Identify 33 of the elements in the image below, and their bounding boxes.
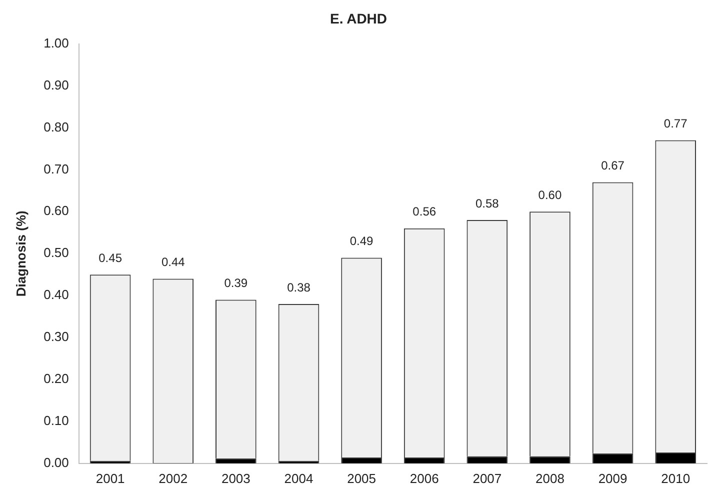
- total-label: 0.49: [350, 234, 374, 248]
- total-label: 0.60: [538, 188, 562, 202]
- y-axis-title: Diagnosis (%): [13, 210, 28, 297]
- total-label: 0.58: [475, 196, 500, 210]
- y-tick-label: 1.00: [44, 35, 69, 50]
- y-tick-label: 0.00: [44, 454, 69, 470]
- y-tick-label: 0.10: [44, 413, 69, 428]
- x-tick-label: 2008: [536, 470, 564, 486]
- x-tick-label: 2006: [410, 470, 439, 486]
- y-tick-label: 0.40: [44, 287, 69, 302]
- x-tick-label: 2009: [598, 470, 628, 486]
- x-tick-label: 2004: [284, 470, 314, 486]
- y-tick-label: 0.20: [44, 371, 69, 386]
- x-tick-label: 2002: [158, 470, 188, 486]
- x-tick-label: 2007: [472, 470, 502, 486]
- y-tick-label: 0.90: [44, 77, 69, 92]
- y-tick-label: 0.50: [44, 245, 69, 260]
- x-tick-label: 2001: [96, 470, 125, 486]
- total-label: 0.77: [664, 116, 688, 131]
- x-tick-label: 2005: [347, 470, 376, 486]
- chart-title: E. ADHD: [330, 10, 388, 26]
- y-tick-label: 0.30: [44, 329, 69, 344]
- y-tick-label: 0.60: [44, 203, 69, 218]
- y-tick-label: 0.70: [44, 161, 69, 176]
- total-label: 0.45: [98, 250, 122, 265]
- total-label: 0.39: [224, 276, 248, 290]
- x-tick-label: 2003: [221, 470, 250, 486]
- total-label: 0.56: [412, 204, 436, 219]
- total-label: 0.67: [601, 158, 625, 173]
- x-tick-label: 2010: [661, 470, 690, 486]
- y-tick-label: 0.80: [44, 119, 69, 134]
- total-label: 0.38: [287, 280, 311, 294]
- total-label: 0.44: [161, 255, 186, 270]
